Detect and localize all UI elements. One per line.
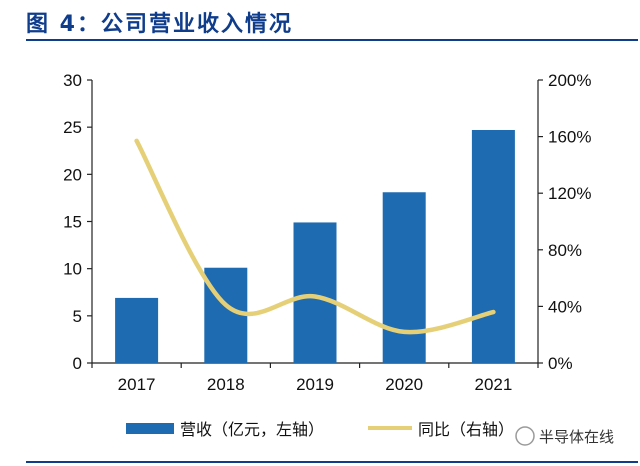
- y-left-tick-label: 20: [63, 165, 82, 184]
- y-right-tick-label: 40%: [548, 297, 582, 316]
- figure-title: 图 4：公司营业收入情况: [26, 12, 293, 37]
- y-right-tick-label: 200%: [548, 71, 591, 90]
- y-left-tick-label: 0: [73, 354, 82, 373]
- watermark: 半导体在线: [515, 426, 614, 446]
- y-left-tick-label: 5: [73, 307, 82, 326]
- bar-revenue: [471, 129, 515, 363]
- y-left-tick-label: 30: [63, 71, 82, 90]
- y-right-tick-label: 120%: [548, 184, 591, 203]
- legend-label-yoy: 同比（右轴）: [418, 420, 514, 439]
- bar-revenue: [115, 297, 159, 363]
- x-tick-label: 2017: [118, 375, 156, 394]
- x-tick-label: 2020: [385, 375, 423, 394]
- watermark-text: 半导体在线: [539, 428, 614, 446]
- legend-label-revenue: 营收（亿元，左轴）: [180, 420, 324, 439]
- x-tick-label: 2018: [207, 375, 245, 394]
- wechat-icon: [515, 426, 535, 446]
- bar-revenue: [293, 222, 337, 363]
- y-left-tick-label: 25: [63, 118, 82, 137]
- bar-revenue: [204, 267, 248, 363]
- bar-revenue: [382, 192, 426, 363]
- bottom-rule: [26, 461, 638, 463]
- y-right-tick-label: 0%: [548, 354, 573, 373]
- y-left-tick-label: 10: [63, 260, 82, 279]
- title-rule: [26, 39, 638, 41]
- x-tick-label: 2021: [474, 375, 512, 394]
- x-tick-label: 2019: [296, 375, 334, 394]
- legend-swatch-bar: [126, 423, 174, 434]
- y-right-tick-label: 160%: [548, 128, 591, 147]
- line-yoy: [134, 138, 496, 335]
- y-right-tick-label: 80%: [548, 241, 582, 260]
- y-left-tick-label: 15: [63, 213, 82, 232]
